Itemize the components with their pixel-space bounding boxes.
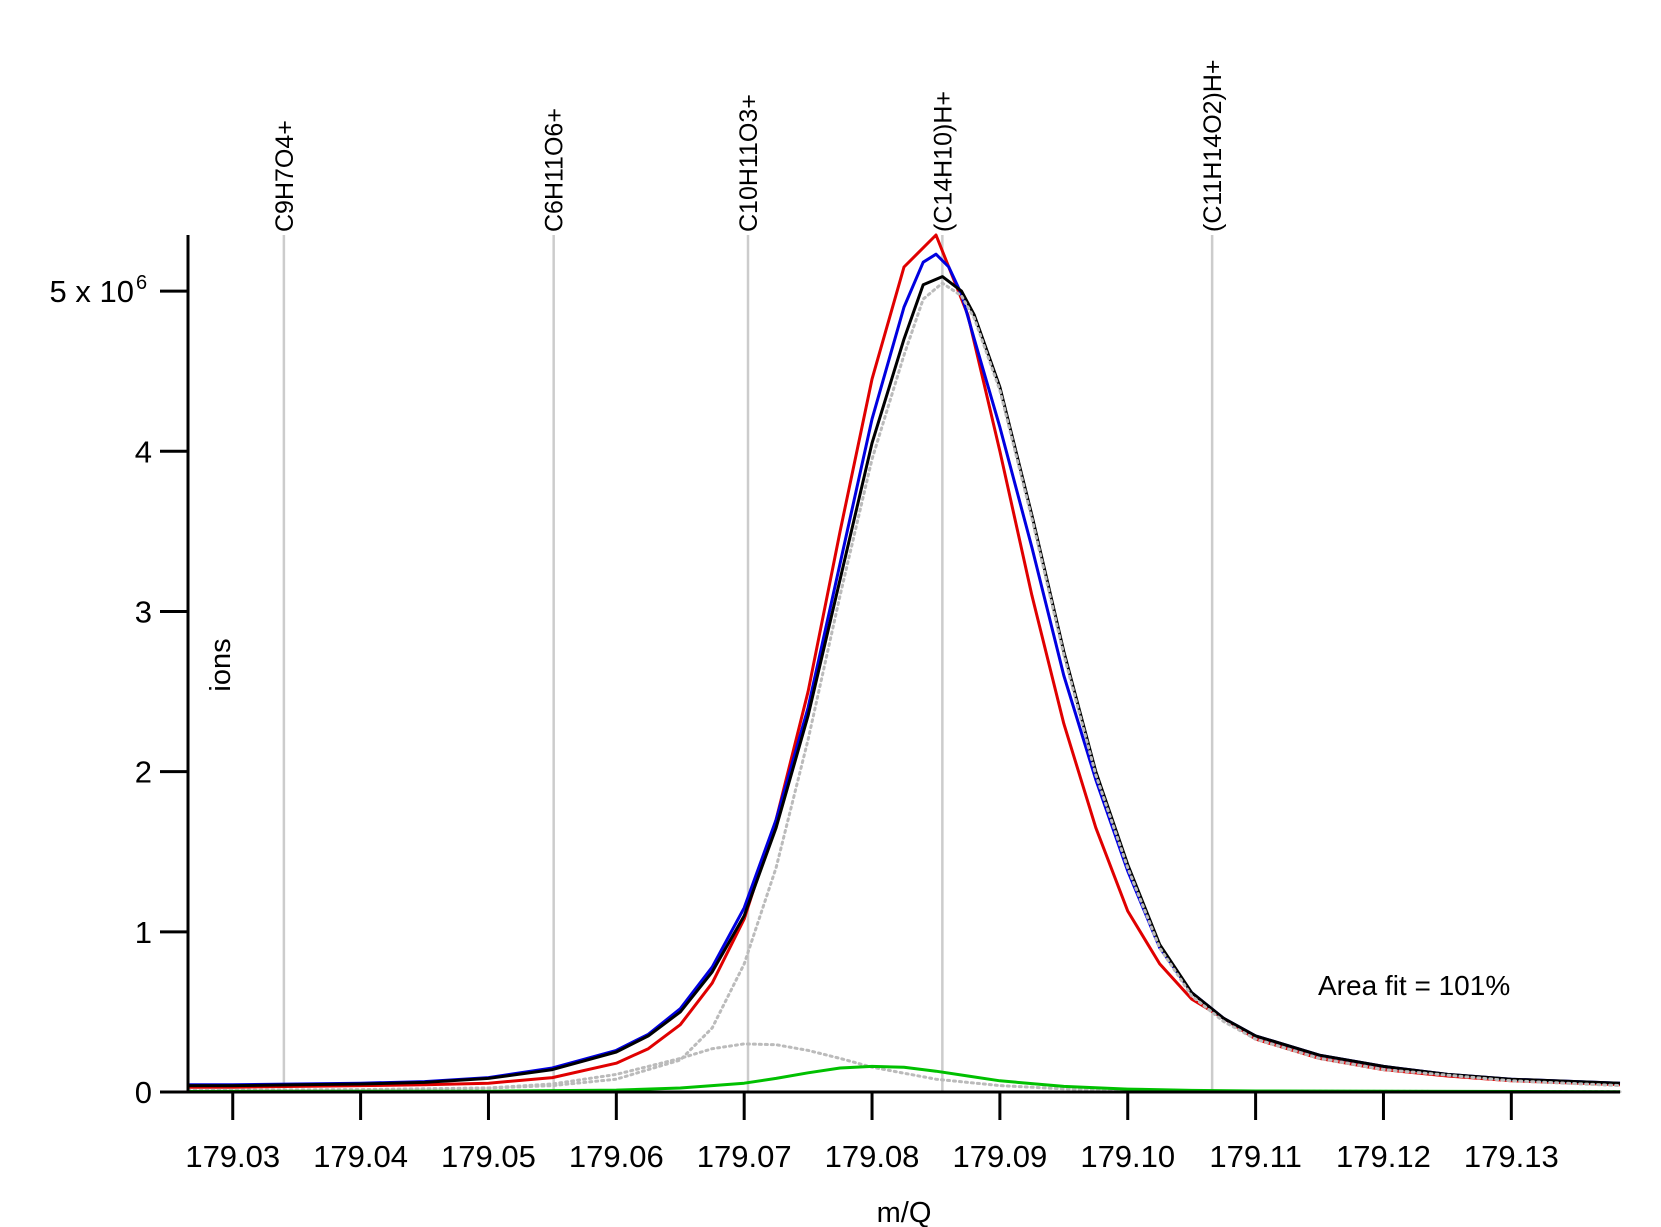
peak-marker-label-2: C10H11O3+ xyxy=(735,94,763,232)
axes xyxy=(186,235,1620,1094)
y-tick-label-1: 1 xyxy=(135,915,152,950)
peak-marker-label-0: C9H7O4+ xyxy=(271,120,299,232)
peak-marker-label-1: C6H11O6+ xyxy=(541,108,569,232)
x-tick-label-8: 179.11 xyxy=(1209,1139,1302,1174)
series-line-4 xyxy=(186,1042,1622,1094)
series-line-3 xyxy=(186,281,1622,1092)
series-group xyxy=(186,233,1622,1094)
x-axis-title: m/Q xyxy=(877,1197,932,1227)
y-tick-label-2: 2 xyxy=(135,755,152,790)
peak-markers: C9H7O4+ C6H11O6+ C10H11O3+ (C14H10)H+ (C11H1… xyxy=(271,59,1227,1092)
x-tick-label-6: 179.09 xyxy=(952,1139,1047,1174)
peak-marker-label-4: (C11H14O2)H+ xyxy=(1199,59,1227,232)
series-line-1 xyxy=(188,252,1621,1087)
area-fit-annotation: Area fit = 101% xyxy=(1318,970,1510,1001)
y-tick-label-5: 5 x 10 xyxy=(50,274,134,309)
x-tick-label-3: 179.06 xyxy=(569,1139,664,1174)
x-tick-label-1: 179.04 xyxy=(313,1139,408,1174)
x-tick-label-7: 179.10 xyxy=(1080,1139,1175,1174)
y-axis-title: ions xyxy=(205,638,237,691)
x-ticks: 179.03 179.04 179.05 179.06 179.07 179.08 179.… xyxy=(185,1092,1559,1174)
x-tick-label-4: 179.07 xyxy=(697,1139,792,1174)
series-line-2 xyxy=(188,275,1621,1088)
x-tick-label-5: 179.08 xyxy=(825,1139,920,1174)
y-multiplier-exponent: 6 xyxy=(136,272,147,294)
series-line-0 xyxy=(188,233,1621,1089)
y-tick-label-3: 3 xyxy=(135,594,152,629)
x-tick-label-2: 179.05 xyxy=(441,1139,536,1174)
y-tick-label-4: 4 xyxy=(135,434,152,469)
series-line-5 xyxy=(187,1064,1621,1094)
x-tick-label-10: 179.13 xyxy=(1464,1139,1559,1174)
y-tick-label-0: 0 xyxy=(135,1075,152,1110)
y-ticks: 0 1 2 3 4 5 x 10 6 xyxy=(50,272,188,1110)
peak-marker-label-3: (C14H10)H+ xyxy=(929,91,957,232)
x-tick-label-0: 179.03 xyxy=(185,1139,280,1174)
x-tick-label-9: 179.12 xyxy=(1336,1139,1431,1174)
